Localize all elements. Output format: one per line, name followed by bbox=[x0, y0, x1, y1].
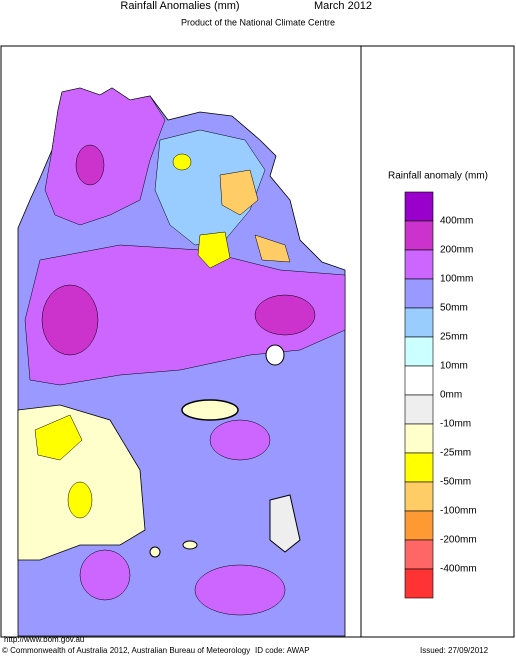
legend-label: 50mm bbox=[440, 303, 468, 314]
legend-swatch bbox=[404, 539, 434, 570]
map bbox=[0, 45, 362, 638]
legend-title: Rainfall anomaly (mm) bbox=[388, 171, 488, 182]
title: Rainfall Anomalies (mm) bbox=[120, 0, 239, 12]
legend-swatch bbox=[404, 278, 434, 309]
legend-swatch bbox=[404, 394, 434, 425]
legend-label: 25mm bbox=[440, 332, 468, 343]
region-200 bbox=[41, 284, 99, 356]
footer-issued: Issued: 27/09/2012 bbox=[420, 646, 489, 655]
region-m50 bbox=[219, 169, 259, 216]
legend-label: 100mm bbox=[440, 274, 473, 285]
legend-swatch bbox=[404, 568, 434, 599]
region-m10 bbox=[149, 546, 161, 558]
legend-frame bbox=[360, 45, 515, 638]
region-m25 bbox=[34, 414, 83, 461]
legend-label: -25mm bbox=[440, 448, 471, 459]
legend-swatch bbox=[404, 365, 434, 396]
region-m10 bbox=[269, 494, 301, 553]
legend-swatch bbox=[404, 423, 434, 454]
subtitle: Product of the National Climate Centre bbox=[181, 17, 335, 27]
region-100 bbox=[44, 87, 166, 226]
legend-label: 400mm bbox=[440, 216, 473, 227]
region-m10 bbox=[181, 399, 239, 421]
legend-label: -100mm bbox=[440, 506, 477, 517]
legend-swatch bbox=[404, 249, 434, 280]
region-100 bbox=[194, 564, 286, 616]
footer-id: ID code: AWAP bbox=[255, 646, 310, 655]
legend: 400mm 200mm 100mm 50mm 25mm 10mm 0mm -10mm -25mm… bbox=[404, 191, 477, 599]
legend-swatch bbox=[404, 452, 434, 483]
legend-swatch bbox=[404, 191, 434, 222]
region-200 bbox=[75, 144, 105, 186]
region-100 bbox=[209, 419, 271, 461]
region-m25 bbox=[197, 231, 231, 269]
region-m25 bbox=[67, 481, 93, 519]
region-m10 bbox=[182, 540, 198, 550]
region-m25 bbox=[172, 153, 192, 171]
region-m50 bbox=[254, 234, 291, 263]
legend-swatch bbox=[404, 510, 434, 541]
legend-label: -200mm bbox=[440, 535, 477, 546]
legend-label: 10mm bbox=[440, 361, 468, 372]
region-0 bbox=[265, 344, 285, 366]
legend-swatch bbox=[404, 220, 434, 251]
footer-copyright: © Commonwealth of Australia 2012, Austra… bbox=[2, 646, 250, 655]
legend-label: -400mm bbox=[440, 564, 477, 575]
legend-label: 200mm bbox=[440, 245, 473, 256]
region-100 bbox=[79, 549, 131, 601]
region-200 bbox=[254, 294, 316, 336]
footer-url: http://www.bom.gov.au bbox=[4, 635, 84, 644]
legend-label: 0mm bbox=[440, 390, 462, 401]
legend-label: -10mm bbox=[440, 419, 471, 430]
legend-swatch bbox=[404, 336, 434, 367]
period: March 2012 bbox=[314, 0, 372, 12]
legend-label: -50mm bbox=[440, 477, 471, 488]
legend-swatch bbox=[404, 481, 434, 512]
legend-swatch bbox=[404, 307, 434, 338]
